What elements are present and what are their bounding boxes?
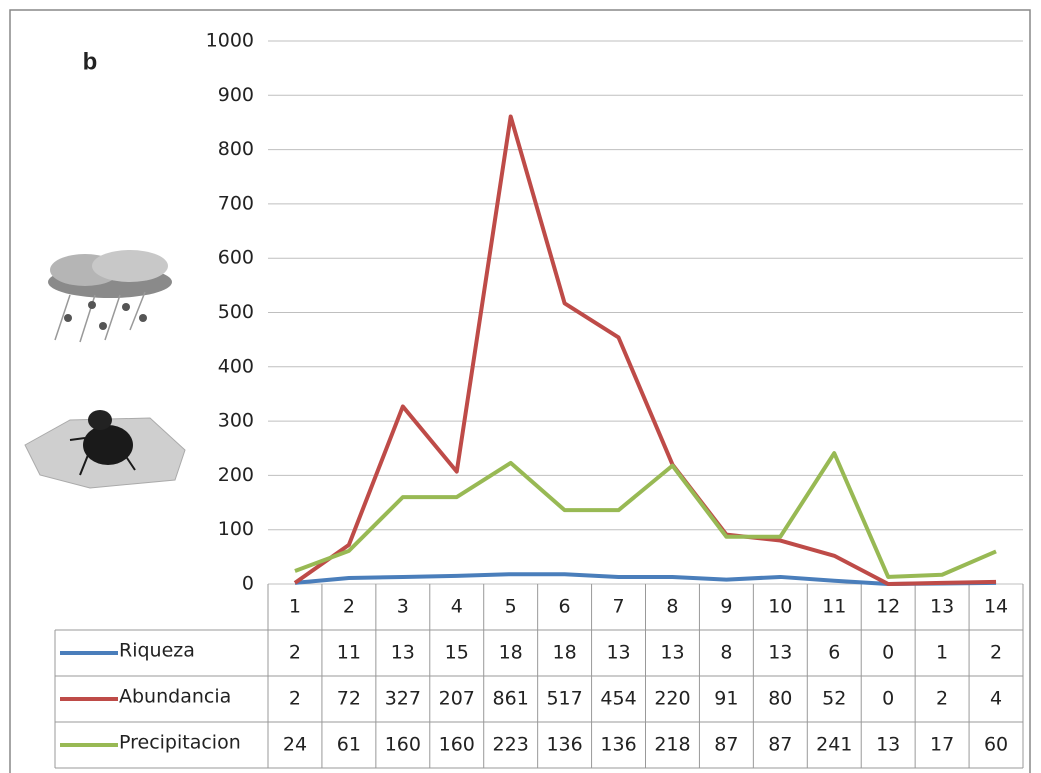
table-value: 220	[654, 688, 690, 710]
x-tick-label: 6	[559, 596, 571, 618]
table-value: 18	[553, 642, 577, 664]
x-tick-label: 2	[343, 596, 355, 618]
table-value: 136	[546, 734, 582, 756]
table-value: 91	[714, 688, 738, 710]
legend-label: Abundancia	[119, 686, 231, 708]
table-value: 60	[984, 734, 1008, 756]
table-value: 2	[990, 642, 1002, 664]
table-value: 223	[493, 734, 529, 756]
chart-title: b	[83, 48, 98, 75]
y-tick-label: 200	[218, 464, 254, 486]
x-tick-label: 3	[397, 596, 409, 618]
y-tick-label: 1000	[206, 30, 254, 52]
y-tick-label: 600	[218, 247, 254, 269]
beetle-icon	[25, 410, 185, 488]
y-tick-label: 0	[242, 573, 254, 595]
table-value: 72	[337, 688, 361, 710]
table-value: 1	[936, 642, 948, 664]
table-value: 2	[289, 642, 301, 664]
y-tick-label: 400	[218, 355, 254, 377]
x-tick-label: 14	[984, 596, 1008, 618]
y-tick-label: 100	[218, 518, 254, 540]
table-value: 8	[720, 642, 732, 664]
y-tick-label: 300	[218, 410, 254, 432]
table-value: 6	[828, 642, 840, 664]
x-tick-label: 8	[666, 596, 678, 618]
x-tick-label: 13	[930, 596, 954, 618]
x-tick-label: 10	[768, 596, 792, 618]
y-tick-label: 500	[218, 301, 254, 323]
x-tick-label: 11	[822, 596, 846, 618]
table-value: 52	[822, 688, 846, 710]
table-value: 160	[439, 734, 475, 756]
y-tick-label: 700	[218, 192, 254, 214]
x-tick-label: 5	[505, 596, 517, 618]
table-value: 13	[606, 642, 630, 664]
table-value: 2	[289, 688, 301, 710]
y-tick-label: 900	[218, 84, 254, 106]
table-value: 13	[660, 642, 684, 664]
chart: b 01002003004005006007008009001000123456…	[0, 0, 1041, 773]
x-tick-label: 9	[720, 596, 732, 618]
table-value: 87	[714, 734, 738, 756]
x-tick-label: 4	[451, 596, 463, 618]
series-line	[295, 116, 996, 584]
table-value: 17	[930, 734, 954, 756]
table-value: 80	[768, 688, 792, 710]
table-value: 11	[337, 642, 361, 664]
table-value: 13	[391, 642, 415, 664]
table-value: 18	[499, 642, 523, 664]
table-value: 160	[385, 734, 421, 756]
table-value: 61	[337, 734, 361, 756]
table-value: 4	[990, 688, 1002, 710]
table-value: 24	[283, 734, 307, 756]
x-tick-label: 12	[876, 596, 900, 618]
table-value: 327	[385, 688, 421, 710]
y-tick-label: 800	[218, 138, 254, 160]
table-value: 517	[546, 688, 582, 710]
table-value: 136	[600, 734, 636, 756]
table-value: 2	[936, 688, 948, 710]
table-value: 241	[816, 734, 852, 756]
table-value: 218	[654, 734, 690, 756]
table-value: 0	[882, 688, 894, 710]
table-value: 15	[445, 642, 469, 664]
legend-label: Riqueza	[119, 640, 195, 662]
series-line	[295, 453, 996, 577]
table-value: 454	[600, 688, 636, 710]
x-tick-label: 7	[612, 596, 624, 618]
table-value: 87	[768, 734, 792, 756]
table-value: 0	[882, 642, 894, 664]
table-value: 861	[493, 688, 529, 710]
legend-label: Precipitacion	[119, 732, 241, 754]
x-tick-label: 1	[289, 596, 301, 618]
rain-icon	[48, 250, 172, 342]
table-value: 13	[876, 734, 900, 756]
table-value: 13	[768, 642, 792, 664]
table-value: 207	[439, 688, 475, 710]
